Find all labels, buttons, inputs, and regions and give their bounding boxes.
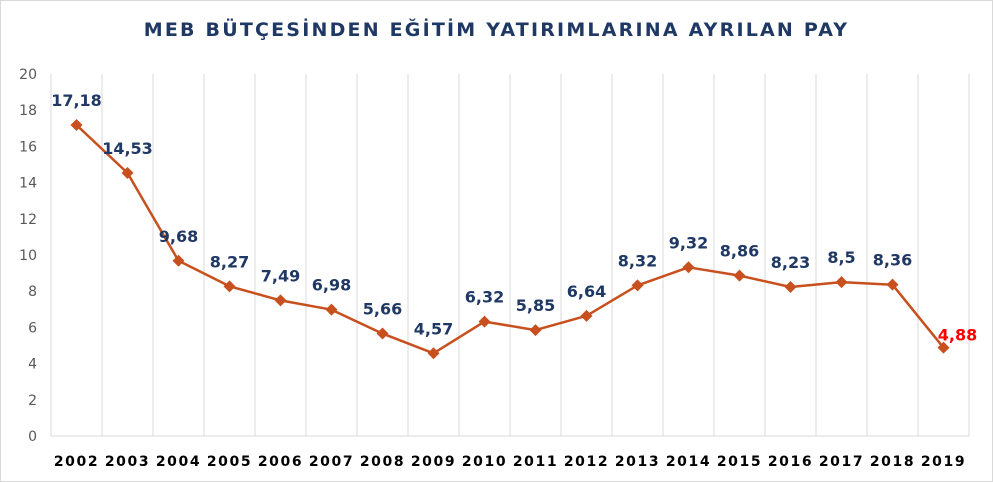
x-tick-label: 2011 <box>513 454 558 470</box>
chart-title: MEB BÜTÇESİNDEN EĞİTİM YATIRIMLARINA AYR… <box>143 19 850 41</box>
x-tick-label: 2012 <box>564 454 609 470</box>
y-tick-label: 0 <box>28 429 37 445</box>
y-tick-label: 6 <box>28 320 37 336</box>
data-label: 8,5 <box>827 248 855 267</box>
x-tick-label: 2017 <box>819 454 864 470</box>
data-label: 7,49 <box>261 266 300 285</box>
x-tick-label: 2010 <box>462 454 507 470</box>
data-point <box>937 341 950 354</box>
x-tick-label: 2006 <box>258 454 303 470</box>
data-label: 8,32 <box>618 251 657 270</box>
y-tick-label: 18 <box>19 103 37 119</box>
y-tick-label: 8 <box>28 284 37 300</box>
data-label: 4,88 <box>938 326 977 345</box>
y-tick-label: 2 <box>28 393 37 409</box>
data-point <box>478 315 491 328</box>
x-tick-label: 2004 <box>156 454 201 470</box>
y-tick-label: 10 <box>19 248 37 264</box>
x-tick-label: 2008 <box>360 454 405 470</box>
x-tick-label: 2007 <box>309 454 354 470</box>
y-tick-label: 16 <box>19 139 37 155</box>
data-point <box>529 324 542 337</box>
y-tick-label: 4 <box>28 357 37 373</box>
x-tick-label: 2018 <box>870 454 915 470</box>
data-label: 9,68 <box>159 227 198 246</box>
data-point <box>325 303 338 316</box>
data-point <box>70 119 83 132</box>
data-point <box>427 347 440 360</box>
data-label: 9,32 <box>669 233 708 252</box>
data-label: 6,98 <box>312 276 351 295</box>
data-point <box>631 279 644 292</box>
data-label: 17,18 <box>51 91 102 110</box>
y-tick-label: 20 <box>19 67 37 83</box>
x-tick-label: 2002 <box>54 454 99 470</box>
data-label: 14,53 <box>102 139 153 158</box>
data-label: 6,64 <box>567 282 606 301</box>
grid-lines <box>50 74 970 436</box>
x-tick-label: 2014 <box>666 454 711 470</box>
data-point <box>682 261 695 274</box>
data-point <box>580 309 593 322</box>
data-label: 5,66 <box>363 300 402 319</box>
y-tick-label: 12 <box>19 212 37 228</box>
data-label: 8,23 <box>771 253 810 272</box>
x-tick-label: 2009 <box>411 454 456 470</box>
data-point <box>733 269 746 282</box>
data-point <box>835 276 848 289</box>
x-tick-label: 2019 <box>921 454 966 470</box>
series-line-layer <box>75 124 945 355</box>
data-point <box>121 167 134 180</box>
data-label: 8,86 <box>720 242 759 261</box>
x-tick-label: 2015 <box>717 454 762 470</box>
data-labels: 17,18 14,53 9,68 8,27 7,49 6,98 5,66 4,57 6,32 5,… <box>51 91 977 345</box>
data-point <box>376 327 389 340</box>
markers <box>70 119 950 360</box>
data-point <box>223 280 236 293</box>
x-tick-label: 2016 <box>768 454 813 470</box>
data-label: 8,27 <box>210 252 249 271</box>
x-tick-label: 2003 <box>105 454 150 470</box>
axes: 0 2 4 6 8 10 12 14 16 18 20 2002 2003 2004 2005 2006 200… <box>19 67 969 470</box>
data-label: 6,32 <box>465 288 504 307</box>
data-point <box>784 281 797 294</box>
data-label: 5,85 <box>516 296 555 315</box>
x-tick-label: 2005 <box>207 454 252 470</box>
data-point <box>172 254 185 267</box>
data-label: 8,36 <box>873 251 912 270</box>
data-point <box>274 294 287 307</box>
data-label: 4,57 <box>414 319 453 338</box>
y-tick-label: 14 <box>19 176 37 192</box>
series-line <box>75 124 945 355</box>
x-tick-label: 2013 <box>615 454 660 470</box>
data-point <box>886 278 899 291</box>
